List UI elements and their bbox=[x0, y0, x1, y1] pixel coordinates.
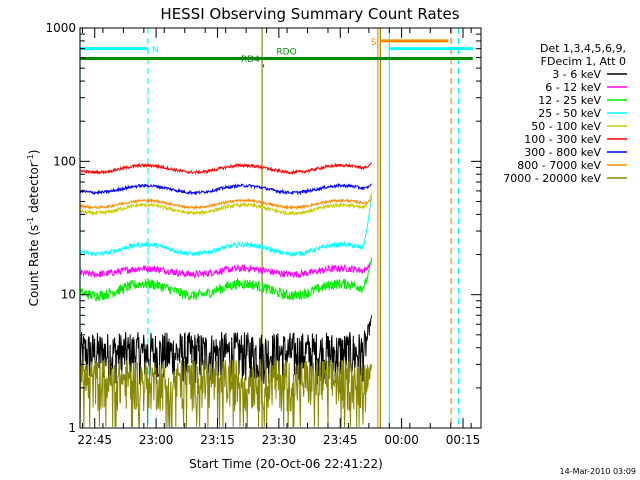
x-axis-ticks: 22:45 23:00 23:15 23:30 23:45 00:00 00:15 bbox=[77, 28, 480, 447]
flag-label: N bbox=[152, 46, 159, 56]
x-tick-label: 00:15 bbox=[446, 433, 481, 447]
x-tick-label: 23:00 bbox=[139, 433, 174, 447]
y-axis-label: Count Rate (s-1 detector-1) bbox=[26, 150, 41, 307]
series-line-1 bbox=[79, 260, 373, 279]
series-line-3 bbox=[79, 195, 373, 258]
flag-label: RD4 bbox=[241, 55, 260, 65]
vertical-markers bbox=[79, 28, 460, 428]
legend-header-line-1: Det 1,3,4,5,6,9, bbox=[540, 42, 626, 55]
legend-entry-label: 100 - 300 keV bbox=[524, 133, 601, 146]
legend-entry-label: 300 - 800 keV bbox=[524, 146, 601, 159]
x-tick-label: 23:45 bbox=[323, 433, 358, 447]
legend-entry-label: 3 - 6 keV bbox=[552, 68, 601, 81]
flag-label: RDO bbox=[276, 48, 296, 58]
y-axis-ticks: 1 10 100 1000 bbox=[45, 21, 481, 435]
x-axis-label: Start Time (20-Oct-06 22:41:22) bbox=[189, 457, 383, 471]
x-tick-label: 00:00 bbox=[384, 433, 419, 447]
y-tick-label: 10 bbox=[61, 288, 76, 302]
legend-header-line-2: FDecim 1, Att 0 bbox=[541, 55, 626, 68]
plot-frame bbox=[79, 27, 482, 429]
series-line-4 bbox=[79, 192, 373, 216]
legend-entry-label: 6 - 12 keV bbox=[545, 81, 601, 94]
series-line-5 bbox=[79, 162, 373, 176]
series-line-0 bbox=[79, 315, 373, 385]
series-line-7 bbox=[79, 197, 373, 211]
legend: Det 1,3,4,5,6,9, FDecim 1, Att 0 3 - 6 k… bbox=[503, 42, 627, 185]
y-tick-label: 100 bbox=[53, 154, 76, 168]
x-tick-label: 23:30 bbox=[262, 433, 297, 447]
series-layer bbox=[79, 162, 373, 428]
series-line-8 bbox=[79, 358, 373, 428]
x-tick-label: 23:15 bbox=[200, 433, 235, 447]
legend-entry-label: 50 - 100 keV bbox=[531, 120, 601, 133]
series-line-2 bbox=[79, 257, 373, 302]
y-tick-label: 1000 bbox=[45, 21, 76, 35]
legend-entry-label: 12 - 25 keV bbox=[538, 94, 601, 107]
flag-bars: N S RDO RD4 bbox=[80, 38, 473, 68]
legend-entry-label: 800 - 7000 keV bbox=[517, 159, 601, 172]
chart-title: HESSI Observing Summary Count Rates bbox=[160, 5, 459, 23]
legend-entry-label: 25 - 50 keV bbox=[538, 107, 601, 120]
legend-entry-label: 7000 - 20000 keV bbox=[503, 172, 601, 185]
timestamp: 14-Mar-2010 03:09 bbox=[560, 467, 637, 476]
series-line-6 bbox=[79, 182, 373, 196]
flag-label: S bbox=[371, 38, 377, 48]
y-tick-label: 1 bbox=[68, 421, 76, 435]
x-tick-label: 22:45 bbox=[77, 433, 112, 447]
